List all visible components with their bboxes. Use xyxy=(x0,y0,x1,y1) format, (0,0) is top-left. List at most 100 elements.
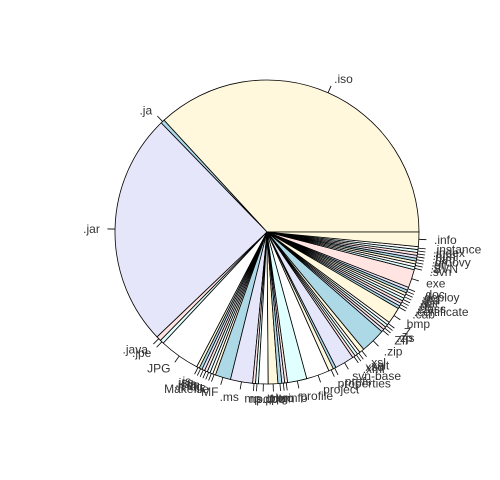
slice-label: project xyxy=(323,382,360,396)
slice-label-tick xyxy=(220,377,224,385)
slice-label-tick xyxy=(403,299,411,304)
slice-label: .xslt xyxy=(368,358,390,372)
slice-label: .dat xyxy=(418,296,439,310)
slice-label: Makefile xyxy=(164,382,209,396)
slice-label-tick xyxy=(282,383,285,391)
slice-label-tick xyxy=(411,278,420,282)
slice-label: .ja xyxy=(139,103,152,117)
slice-label: pro xyxy=(276,391,294,405)
slice-label-tick xyxy=(202,371,207,379)
slice-label: .html xyxy=(432,249,458,263)
slice-label-tick xyxy=(388,323,395,329)
slice-label-tick xyxy=(317,375,321,383)
slice-label-tick xyxy=(156,341,163,348)
slice-label: ZIP xyxy=(394,333,413,347)
slice-label-tick xyxy=(153,338,160,345)
slice-label: .ms xyxy=(220,390,239,404)
slice-label: lic xyxy=(194,381,205,395)
slice-label-tick xyxy=(211,374,215,382)
slice-label: .jsp xyxy=(178,377,197,391)
slice-label-tick xyxy=(386,325,393,331)
slice-label: .deploy xyxy=(421,290,460,304)
slice-label: .js xyxy=(179,374,191,388)
slice-label-tick xyxy=(157,115,163,122)
slice-label-tick xyxy=(327,85,332,93)
slice-label: .log xyxy=(183,379,202,393)
slice-label-tick xyxy=(285,382,288,391)
slice-label: .java xyxy=(123,342,149,356)
slice-label-tick xyxy=(400,304,408,309)
slice-label-tick xyxy=(415,265,423,268)
slice-label-tick xyxy=(239,381,242,390)
slice-label: .svn xyxy=(429,265,451,279)
slice-label: .jpe xyxy=(132,346,152,360)
slice-label: .certificate xyxy=(414,305,469,319)
slice-label: .zip xyxy=(384,345,403,359)
slice-label-tick xyxy=(401,301,409,306)
slice-label-tick xyxy=(382,330,389,336)
slice-label-tick xyxy=(406,291,415,295)
slice-label: bmp xyxy=(407,317,431,331)
pie-slice xyxy=(163,79,420,233)
slice-label-tick xyxy=(279,383,281,392)
slice-label: .htm xyxy=(432,252,455,266)
slice-label: .groovy xyxy=(431,255,470,269)
slice-label: JPG xyxy=(147,361,170,375)
slice-label: ns xyxy=(250,392,263,406)
slice-label: mp xyxy=(244,392,261,406)
slice-label-tick xyxy=(256,383,258,392)
slice-label-tick xyxy=(208,373,212,381)
slice-label-tick xyxy=(344,362,349,370)
slice-label: MF xyxy=(201,385,218,399)
slice-label-tick xyxy=(384,327,391,334)
slice-label-tick xyxy=(417,253,425,256)
slice-label-tick xyxy=(372,340,379,347)
slice-label-tick xyxy=(253,383,255,392)
slice-label-tick xyxy=(414,267,423,271)
slice-label-tick xyxy=(361,350,367,357)
slice-label-tick xyxy=(296,380,300,389)
slice-label: .zjs xyxy=(396,331,414,345)
slice-label-tick xyxy=(407,288,416,292)
slice-label: .SVN xyxy=(430,262,458,276)
slice-label: exe xyxy=(426,276,446,290)
slice-label: xsd xyxy=(365,360,384,374)
slice-label-tick xyxy=(334,367,339,376)
slice-label: .jar xyxy=(83,222,100,236)
slice-label: .dtd xyxy=(420,293,440,307)
slice-label-tick xyxy=(194,367,199,375)
slice-label: svn-base xyxy=(352,369,401,383)
slice-label: .Z xyxy=(400,326,411,340)
slice-label-tick xyxy=(199,369,204,378)
slice-label-tick xyxy=(405,293,413,298)
slice-label-tick xyxy=(174,355,180,363)
slice-label-tick xyxy=(416,256,425,259)
slice-label: .pdb xyxy=(262,392,286,406)
slice-label-tick xyxy=(393,315,401,321)
slice-label: .gif xyxy=(431,259,448,273)
slice-label-tick xyxy=(356,354,362,362)
slice-label: .pdf xyxy=(253,392,274,406)
slice-label-tick xyxy=(415,262,424,265)
slice-label-tick xyxy=(353,356,359,364)
slice-label-tick xyxy=(418,247,426,250)
slice-label: .xml xyxy=(363,362,385,376)
slice-label: .cab xyxy=(412,308,435,322)
slice-label-tick xyxy=(196,368,201,376)
slice-label: pkginfo xyxy=(269,391,308,405)
slice-label: .doc xyxy=(422,287,445,301)
slice-label-tick xyxy=(404,296,412,301)
slice-label-tick xyxy=(398,306,406,312)
slice-label: .dll xyxy=(417,299,432,313)
slice-label: .pem xyxy=(268,392,295,406)
slice-label: profile xyxy=(300,389,333,403)
slice-label: .jsp xyxy=(175,375,194,389)
slice-label: .iso xyxy=(334,72,353,86)
slice-label: .index xyxy=(433,246,465,260)
slice-label-tick xyxy=(330,369,335,377)
slice-label: .info xyxy=(434,233,457,247)
slice-label: .prefs xyxy=(341,375,371,389)
slice-label: .class xyxy=(415,302,446,316)
slice-label: properties xyxy=(338,377,391,391)
